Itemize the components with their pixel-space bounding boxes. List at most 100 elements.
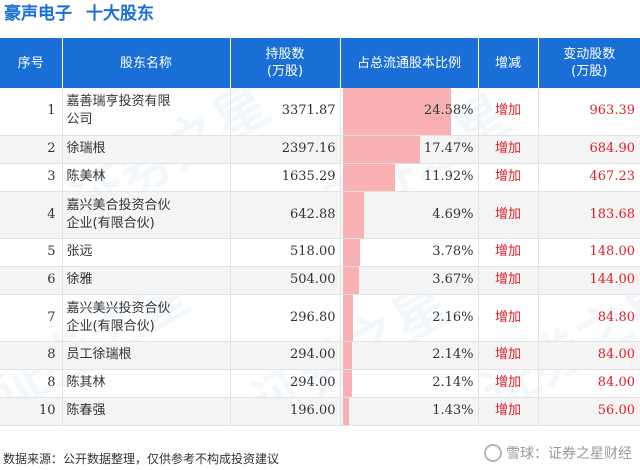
cell-change-amount: 84.00: [538, 369, 640, 398]
cell-shares: 518.00: [230, 238, 341, 267]
table-row: 8 陈其林 294.00 2.14% 增加 84.00: [0, 369, 640, 398]
cell-shares: 1635.29: [230, 163, 341, 192]
col-header-change-type: 增减: [478, 38, 539, 88]
cell-shareholder-name: 陈美林: [62, 163, 231, 192]
cell-ratio: 24.58%: [340, 88, 479, 136]
table-row: 4 嘉兴美合投资合伙 企业(有限合伙) 642.88 4.69% 增加 183.68: [0, 191, 640, 239]
col-header-ratio: 占总流通股本比例: [340, 38, 479, 88]
ratio-label: 2.16%: [432, 309, 474, 325]
name-line: 徐瑞根: [66, 141, 106, 156]
cell-index: 1: [0, 88, 63, 136]
cell-ratio: 2.14%: [340, 341, 479, 370]
cell-index: 5: [0, 238, 63, 267]
name-line: 徐雅: [66, 272, 93, 287]
table-row: 5 张远 518.00 3.78% 增加 148.00: [0, 238, 640, 267]
cell-change-amount: 684.90: [538, 135, 640, 164]
col-header-index: 序号: [0, 38, 63, 88]
cell-change-amount: 84.00: [538, 341, 640, 370]
cell-index: 4: [0, 191, 63, 239]
cell-shareholder-name: 嘉善瑞亨投资有限 公司: [62, 88, 231, 136]
ratio-label: 17.47%: [423, 141, 474, 156]
cell-shareholder-name: 嘉兴美兴投资合伙 企业(有限合伙): [62, 294, 231, 342]
data-source-note: 数据来源：公开数据整理，仅供参考不构成投资建议: [3, 452, 280, 466]
cell-index: 3: [0, 163, 63, 192]
ratio-bar: [342, 163, 395, 191]
cell-change-amount: 56.00: [538, 397, 640, 426]
cell-ratio: 3.67%: [340, 266, 479, 295]
cell-change-amount: 84.80: [538, 294, 640, 342]
cell-ratio: 11.92%: [340, 163, 479, 192]
ratio-label: 11.92%: [423, 169, 474, 184]
xueqiu-logo-icon: [484, 444, 502, 462]
cell-change-type: 增加: [478, 397, 539, 426]
cell-change-amount: 467.23: [538, 163, 640, 192]
ratio-label: 2.14%: [432, 375, 474, 390]
cell-index: 8: [0, 369, 63, 398]
cell-change-type: 增加: [478, 294, 539, 342]
ratio-bar: [342, 294, 353, 341]
cell-ratio: 1.43%: [340, 397, 479, 426]
ratio-bar: [342, 191, 364, 238]
page-title: 豪声电子 十大股东: [4, 3, 154, 25]
ratio-label: 24.58%: [423, 103, 474, 119]
table-row: 1 嘉善瑞亨投资有限 公司 3371.87 24.58% 增加 963.39: [0, 88, 640, 136]
cell-shareholder-name: 徐瑞根: [62, 135, 231, 164]
ratio-bar: [342, 238, 360, 266]
cell-shares: 504.00: [230, 266, 341, 295]
ratio-label: 1.43%: [432, 403, 474, 418]
cell-index: 10: [0, 397, 63, 426]
name-line: 嘉善瑞亨投资有限: [66, 94, 171, 110]
ratio-bar: [342, 369, 352, 397]
name-line: 企业(有限合伙): [66, 318, 155, 334]
company-name: 豪声电子: [4, 4, 72, 24]
ratio-label: 4.69%: [432, 206, 474, 222]
cell-shareholder-name: 嘉兴美合投资合伙 企业(有限合伙): [62, 191, 231, 239]
cell-change-type: 增加: [478, 266, 539, 295]
ratio-bar: [342, 88, 451, 135]
cell-shares: 2397.16: [230, 135, 341, 164]
ratio-bar: [342, 266, 359, 294]
ratio-label: 3.78%: [432, 244, 474, 259]
cell-change-amount: 963.39: [538, 88, 640, 136]
cell-change-type: 增加: [478, 369, 539, 398]
col-header-change: 变动股数 (万股): [538, 38, 640, 88]
name-line: 公司: [66, 112, 93, 128]
cell-change-type: 增加: [478, 163, 539, 192]
col-header-name: 股东名称: [62, 38, 231, 88]
cell-shareholder-name: 张远: [62, 238, 231, 267]
cell-change-type: 增加: [478, 88, 539, 136]
name-line: 员工徐瑞根: [66, 347, 132, 362]
table-row: 7 嘉兴美兴投资合伙 企业(有限合伙) 296.80 2.16% 增加 84.80: [0, 294, 640, 342]
ratio-bar: [342, 341, 352, 369]
name-line: 企业(有限合伙): [66, 215, 155, 231]
cell-ratio: 3.78%: [340, 238, 479, 267]
brand-label: 雪球：证券之星财经: [506, 446, 632, 462]
cell-shareholder-name: 员工徐瑞根: [62, 341, 231, 370]
cell-shares: 296.80: [230, 294, 341, 342]
ratio-label: 2.14%: [432, 347, 474, 362]
cell-ratio: 2.14%: [340, 369, 479, 398]
cell-change-amount: 144.00: [538, 266, 640, 295]
table-row: 2 徐瑞根 2397.16 17.47% 增加 684.90: [0, 135, 640, 164]
brand-watermark: 雪球：证券之星财经: [484, 443, 632, 463]
cell-ratio: 2.16%: [340, 294, 479, 342]
shareholders-table: 序号 股东名称 持股数 (万股) 占总流通股本比例 增减 变动股数 (万股) 1 嘉善…: [0, 38, 640, 426]
name-line: 陈春强: [66, 403, 106, 418]
name-line: 陈美林: [66, 169, 106, 184]
ratio-label: 3.67%: [432, 272, 474, 287]
cell-change-type: 增加: [478, 135, 539, 164]
ratio-bar: [342, 135, 420, 163]
cell-shares: 294.00: [230, 341, 341, 370]
name-line: 张远: [66, 244, 93, 259]
col-header-shares: 持股数 (万股): [230, 38, 341, 88]
table-row: 8 员工徐瑞根 294.00 2.14% 增加 84.00: [0, 341, 640, 370]
cell-change-type: 增加: [478, 238, 539, 267]
table-subject: 十大股东: [86, 4, 154, 24]
cell-shares: 642.88: [230, 191, 341, 239]
cell-index: 6: [0, 266, 63, 295]
table-row: 10 陈春强 196.00 1.43% 增加 56.00: [0, 397, 640, 426]
name-line: 陈其林: [66, 375, 106, 390]
cell-shares: 294.00: [230, 369, 341, 398]
cell-ratio: 17.47%: [340, 135, 479, 164]
ratio-bar: [342, 397, 349, 425]
